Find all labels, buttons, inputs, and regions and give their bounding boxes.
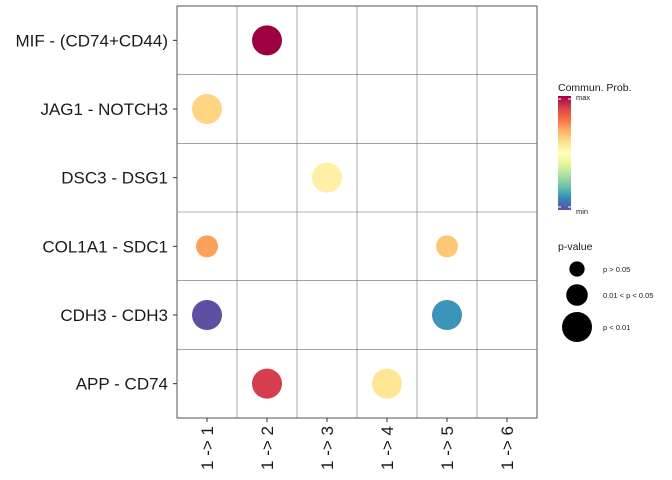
- color-legend: Commun. Prob. max min: [558, 82, 632, 216]
- data-point: [372, 368, 402, 399]
- x-tick-label: 1 -> 5: [438, 426, 457, 470]
- x-axis-labels: 1 -> 1 1 -> 2 1 -> 3 1 -> 4 1 -> 5 1 -> 6: [198, 418, 517, 470]
- y-tick-label: CDH3 - CDH3: [60, 306, 168, 325]
- x-tick-label: 1 -> 3: [318, 426, 337, 470]
- size-legend-symbol: [562, 312, 592, 342]
- size-legend-symbol: [569, 261, 585, 277]
- x-tick-label: 1 -> 4: [378, 426, 397, 470]
- data-point: [252, 25, 282, 56]
- data-point: [196, 235, 218, 258]
- y-axis-labels: MIF - (CD74+CD44) JAG1 - NOTCH3 DSC3 - DSG…: [15, 31, 177, 394]
- plot-grid: [176, 5, 538, 419]
- data-point: [432, 300, 462, 330]
- size-legend-label: 0.01 < p < 0.05: [603, 291, 653, 300]
- colorbar-min-label: min: [576, 207, 588, 216]
- colorbar-gradient: [558, 96, 571, 210]
- y-tick-label: JAG1 - NOTCH3: [40, 100, 168, 119]
- x-tick-label: 1 -> 6: [498, 426, 517, 470]
- data-point: [192, 300, 222, 330]
- size-legend-label: p > 0.05: [603, 265, 630, 274]
- size-legend-title: p-value: [558, 241, 593, 253]
- size-legend-label: p < 0.01: [603, 323, 630, 332]
- data-point: [192, 94, 222, 124]
- colorbar-max-label: max: [576, 93, 590, 102]
- y-tick-label: DSC3 - DSG1: [61, 169, 168, 188]
- size-legend-symbol: [566, 284, 588, 306]
- data-point: [252, 368, 282, 399]
- data-point: [312, 162, 342, 193]
- x-tick-label: 1 -> 2: [258, 426, 277, 470]
- data-point: [436, 235, 458, 258]
- y-tick-label: APP - CD74: [76, 375, 168, 394]
- color-legend-title: Commun. Prob.: [558, 82, 632, 94]
- x-tick-label: 1 -> 1: [198, 426, 217, 470]
- y-tick-label: MIF - (CD74+CD44): [15, 31, 168, 50]
- size-legend: p-value p > 0.05 0.01 < p < 0.05 p < 0.01: [558, 241, 653, 342]
- data-points: [192, 25, 462, 399]
- y-tick-label: COL1A1 - SDC1: [42, 237, 168, 256]
